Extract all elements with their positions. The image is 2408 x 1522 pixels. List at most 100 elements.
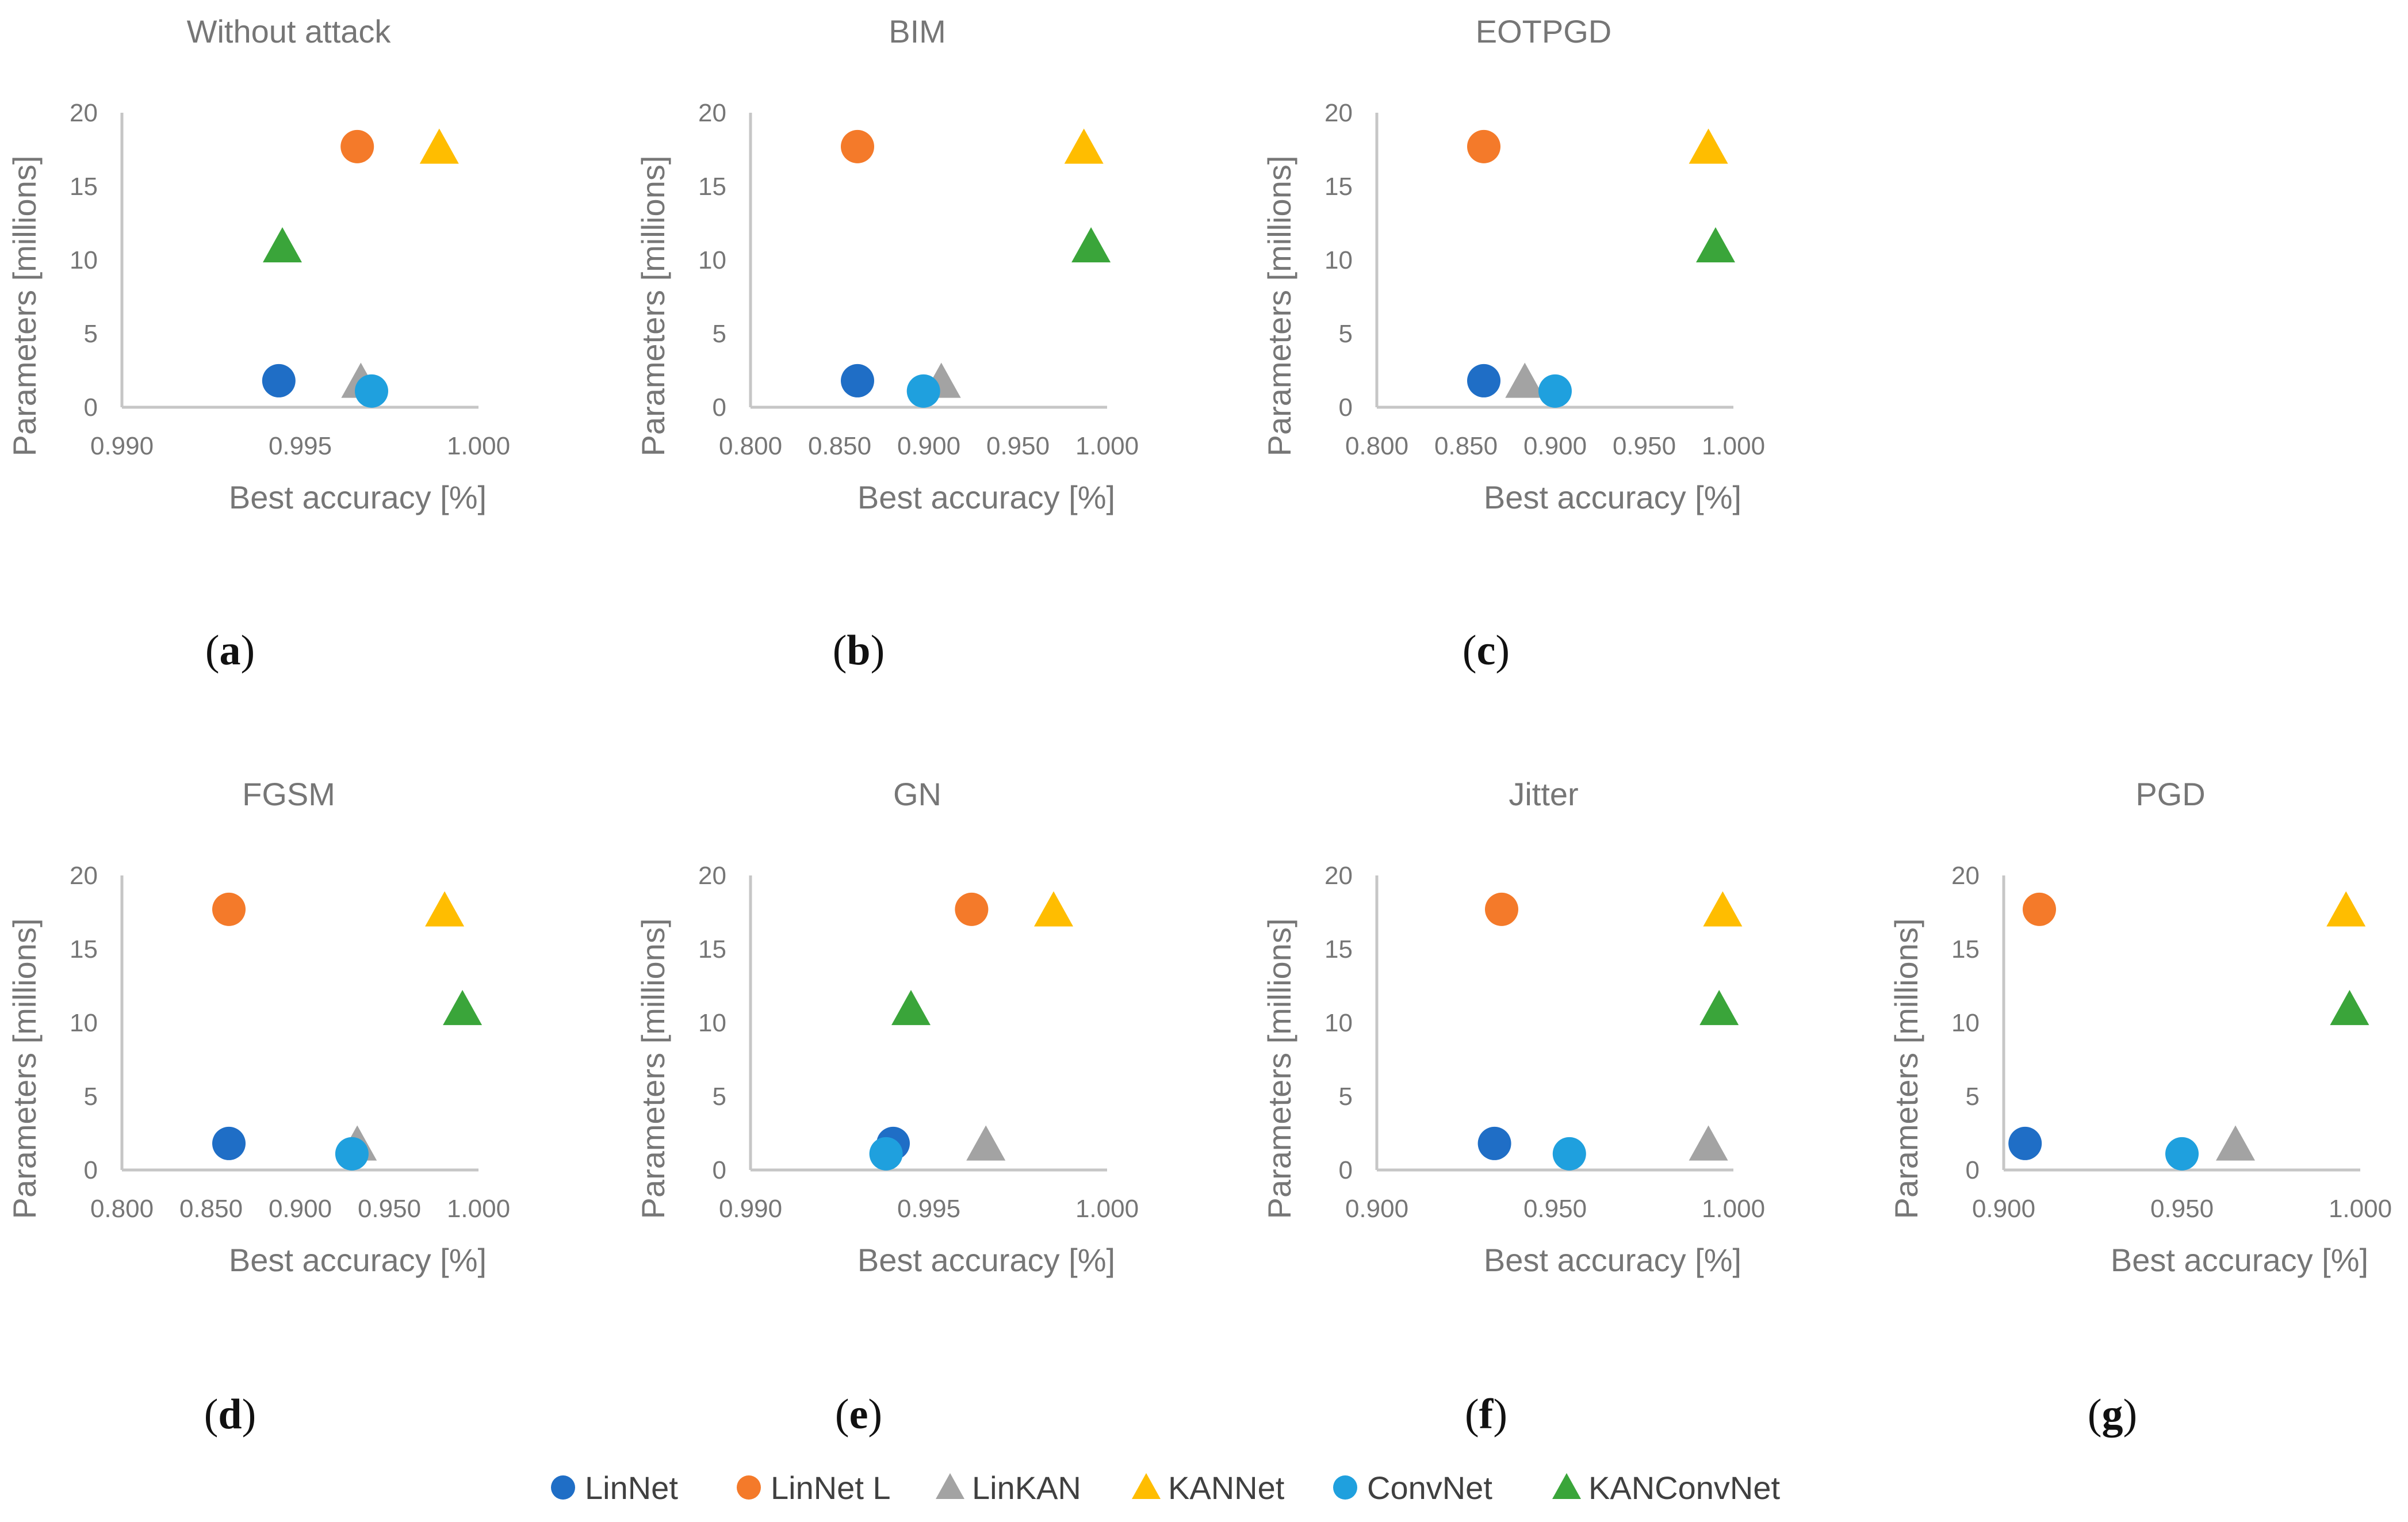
x-tick-label: 1.000 bbox=[1702, 1195, 1765, 1223]
y-tick-label: 0 bbox=[1339, 393, 1353, 422]
chart-panel-g: PGD 0 5 10 15 20 0.900 0.950 1.000 Best accuracy … bbox=[1888, 776, 2392, 1438]
y-axis-label: Parameters [millions] bbox=[6, 156, 43, 457]
panel-label: (d) bbox=[204, 1391, 256, 1438]
legend-marker bbox=[1132, 1473, 1161, 1499]
data-point-linkan bbox=[1505, 362, 1545, 398]
y-tick-label: 10 bbox=[1324, 1009, 1353, 1037]
y-tick-label: 0 bbox=[1339, 1156, 1353, 1184]
y-tick-label: 15 bbox=[1324, 173, 1353, 201]
x-axis-label: Best accuracy [%] bbox=[857, 1242, 1115, 1278]
data-point-linnet-l bbox=[1485, 892, 1518, 926]
y-tick-label: 0 bbox=[1966, 1156, 1980, 1184]
legend-label: LinNet L bbox=[771, 1470, 891, 1506]
legend-item-linnet-l: LinNet L bbox=[737, 1470, 891, 1506]
y-tick-label: 15 bbox=[70, 173, 98, 201]
x-axis-label: Best accuracy [%] bbox=[1484, 1242, 1741, 1278]
data-point-linnet-l bbox=[340, 129, 374, 163]
data-point-kannet bbox=[2326, 891, 2366, 927]
x-tick-label: 0.900 bbox=[1972, 1195, 2035, 1223]
chart-title: GN bbox=[893, 776, 941, 812]
data-point-kannet bbox=[1034, 891, 1073, 927]
legend-item-linkan: LinKAN bbox=[936, 1470, 1081, 1506]
y-tick-label: 10 bbox=[698, 1009, 726, 1037]
y-axis-label: Parameters [millions] bbox=[1261, 156, 1297, 457]
x-axis-label: Best accuracy [%] bbox=[1484, 479, 1741, 515]
chart-title: EOTPGD bbox=[1476, 13, 1611, 49]
data-point-linnet bbox=[262, 364, 296, 397]
y-tick-label: 0 bbox=[713, 393, 726, 422]
x-tick-label: 0.850 bbox=[1434, 432, 1498, 460]
y-axis-label: Parameters [millions] bbox=[635, 919, 671, 1219]
data-point-convnet bbox=[2165, 1137, 2199, 1171]
data-point-linkan bbox=[2216, 1125, 2255, 1161]
x-tick-label: 0.850 bbox=[179, 1195, 243, 1223]
chart-title: PGD bbox=[2135, 776, 2205, 812]
legend-marker bbox=[1552, 1473, 1581, 1499]
chart-title: Without attack bbox=[187, 13, 392, 49]
panel-label: (g) bbox=[2088, 1391, 2137, 1438]
legend-marker bbox=[737, 1475, 761, 1500]
legend-marker bbox=[551, 1475, 575, 1500]
data-point-kannet bbox=[1064, 128, 1104, 164]
data-point-linkan bbox=[1689, 1125, 1728, 1161]
chart-panel-e: GN 0 5 10 15 20 0.990 0.995 1.000 Best accuracy [… bbox=[635, 776, 1139, 1438]
x-tick-label: 1.000 bbox=[447, 1195, 510, 1223]
y-tick-label: 5 bbox=[713, 320, 726, 348]
chart-panels: Without attack 0 5 10 15 20 0.990 0.995 1.000 Bes… bbox=[6, 13, 2392, 1438]
legend: LinNet LinNet L LinKAN KANNet ConvNet KANConv… bbox=[551, 1470, 1780, 1506]
y-tick-label: 15 bbox=[70, 935, 98, 963]
y-axis-label: Parameters [millions] bbox=[635, 156, 671, 457]
x-tick-label: 0.990 bbox=[90, 432, 154, 460]
data-point-convnet bbox=[355, 374, 388, 408]
y-tick-label: 20 bbox=[1324, 862, 1353, 890]
chart-panel-f: Jitter 0 5 10 15 20 0.900 0.950 1.000 Best accura… bbox=[1261, 776, 1765, 1438]
y-tick-label: 5 bbox=[1339, 320, 1353, 348]
y-tick-label: 5 bbox=[713, 1083, 726, 1111]
x-tick-label: 1.000 bbox=[1075, 1195, 1139, 1223]
x-tick-label: 0.950 bbox=[358, 1195, 421, 1223]
y-tick-label: 5 bbox=[1966, 1083, 1980, 1111]
x-tick-label: 0.950 bbox=[1523, 1195, 1587, 1223]
x-tick-label: 0.990 bbox=[719, 1195, 782, 1223]
x-tick-label: 1.000 bbox=[447, 432, 510, 460]
x-axis-label: Best accuracy [%] bbox=[857, 479, 1115, 515]
x-tick-label: 0.800 bbox=[90, 1195, 154, 1223]
y-tick-label: 10 bbox=[1324, 246, 1353, 274]
panel-label: (e) bbox=[835, 1391, 882, 1438]
data-point-kanconvnet bbox=[263, 227, 302, 263]
chart-panel-b: BIM 0 5 10 15 20 0.800 0.850 0.900 0.950 1.000 Best… bbox=[635, 13, 1139, 674]
x-tick-label: 1.000 bbox=[2329, 1195, 2392, 1223]
x-tick-label: 1.000 bbox=[1075, 432, 1139, 460]
data-point-convnet bbox=[1552, 1137, 1586, 1171]
data-point-kanconvnet bbox=[1071, 227, 1111, 263]
y-tick-label: 15 bbox=[698, 173, 726, 201]
data-point-kanconvnet bbox=[1696, 227, 1735, 263]
data-point-kannet bbox=[1703, 891, 1743, 927]
y-tick-label: 0 bbox=[84, 1156, 98, 1184]
data-point-kanconvnet bbox=[1699, 989, 1739, 1026]
data-point-linnet bbox=[1467, 364, 1500, 397]
y-tick-label: 0 bbox=[713, 1156, 726, 1184]
x-tick-label: 0.850 bbox=[808, 432, 871, 460]
y-tick-label: 15 bbox=[1324, 935, 1353, 963]
chart-title: BIM bbox=[889, 13, 946, 49]
data-point-linnet bbox=[841, 364, 874, 397]
data-point-linnet bbox=[212, 1126, 246, 1160]
x-axis-label: Best accuracy [%] bbox=[229, 1242, 487, 1278]
y-tick-label: 20 bbox=[1324, 99, 1353, 127]
x-tick-label: 0.950 bbox=[2150, 1195, 2214, 1223]
y-axis-label: Parameters [millions] bbox=[6, 919, 43, 1219]
chart-panel-d: FGSM 0 5 10 15 20 0.800 0.850 0.900 0.950 1.000 Bes… bbox=[6, 776, 510, 1438]
y-tick-label: 10 bbox=[70, 1009, 98, 1037]
x-tick-label: 0.900 bbox=[1345, 1195, 1408, 1223]
data-point-kanconvnet bbox=[443, 989, 483, 1026]
y-tick-label: 15 bbox=[698, 935, 726, 963]
data-point-kanconvnet bbox=[891, 989, 931, 1026]
y-tick-label: 20 bbox=[1951, 862, 1980, 890]
y-axis-label: Parameters [millions] bbox=[1888, 919, 1924, 1219]
legend-label: LinKAN bbox=[972, 1470, 1081, 1506]
x-tick-label: 0.900 bbox=[897, 432, 960, 460]
y-tick-label: 10 bbox=[1951, 1009, 1980, 1037]
x-tick-label: 0.995 bbox=[897, 1195, 960, 1223]
data-point-convnet bbox=[335, 1137, 369, 1171]
